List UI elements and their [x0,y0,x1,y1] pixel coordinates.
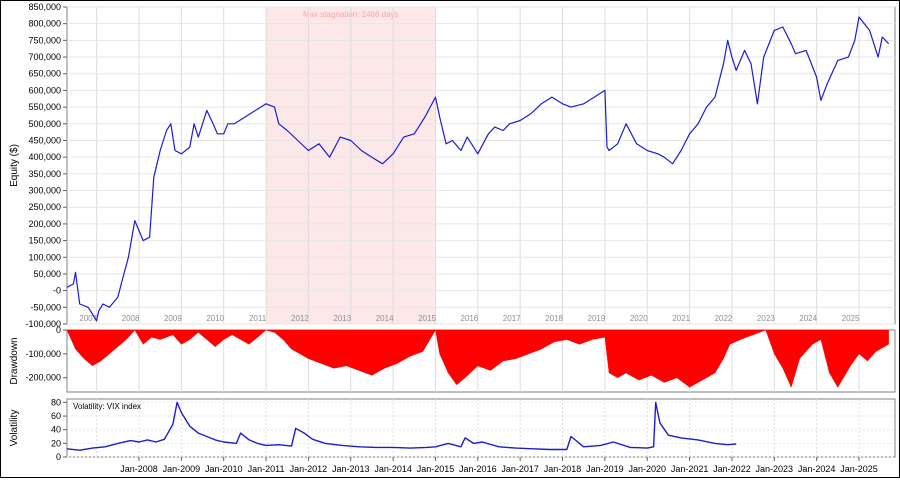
year-label: 2013 [333,314,351,323]
volatility-panel: 0 20 40 60 80 Volatility Volatility: VIX index… [9,397,896,474]
ytick-label: 80 [51,397,61,407]
ytick-label: 750,000 [28,35,61,45]
equity-line [66,16,890,322]
xtick-label: Jan-2023 [756,464,794,474]
year-label: 2015 [418,314,436,323]
ytick-label: 40 [51,425,61,435]
xtick-label: Jan-2017 [501,464,539,474]
ytick-label: 150,000 [28,236,61,246]
xtick-label: Jan-2012 [290,464,328,474]
year-label: 2012 [291,314,309,323]
year-label: 2025 [842,314,860,323]
ytick-label: 400,000 [28,152,61,162]
year-label: 2022 [715,314,733,323]
year-label: 2011 [249,314,267,323]
xtick-label: Jan-2013 [332,464,370,474]
xtick-label: Jan-2018 [544,464,582,474]
ytick-label: -50,000 [30,302,61,312]
volatility-legend: Volatility: VIX index [73,402,141,411]
plot-area [66,398,896,458]
year-label: 2019 [588,314,606,323]
xtick-label: Jan-2009 [163,464,201,474]
ytick-label: 700,000 [28,52,61,62]
ytick-label: 350,000 [28,169,61,179]
ytick-label: 650,000 [28,69,61,79]
ytick-label: -100,000 [25,319,61,329]
ytick-label: 100,000 [28,252,61,262]
ytick-label: 450,000 [28,135,61,145]
xtick-label: Jan-2025 [840,464,878,474]
year-label: 2021 [672,314,690,323]
xtick-label: Jan-2015 [417,464,455,474]
year-label: 2007 [79,314,97,323]
ytick-label: 800,000 [28,19,61,29]
drawdown-area [66,329,889,388]
year-label: 2018 [545,314,563,323]
ytick-label: -0 [53,286,61,296]
y-axis-label: Equity ($) [9,144,20,187]
year-label: 2008 [122,314,140,323]
xtick-label: Jan-2021 [671,464,709,474]
ytick-label: 300,000 [28,186,61,196]
drawdown-panel: 0 -100,000 -200,000 Drawdown [9,325,896,393]
ytick-label: -200,000 [25,373,61,383]
xtick-label: Jan-2014 [374,464,412,474]
ytick-label: 20 [51,438,61,448]
ytick-label: 550,000 [28,102,61,112]
plot-area [66,6,896,325]
year-label: 2023 [757,314,775,323]
ytick-label: 0 [56,325,61,335]
xtick-label: Jan-2022 [713,464,751,474]
year-label: 2009 [164,314,182,323]
y-axis-label: Volatility [9,410,20,447]
ytick-label: 0 [56,452,61,462]
ytick-label: 500,000 [28,119,61,129]
year-label: 2016 [460,314,478,323]
equity-panel: Max stagnation: 1466 days-100,000-50,000… [9,2,896,329]
ytick-label: 850,000 [28,2,61,12]
ytick-label: 200,000 [28,219,61,229]
year-label: 2017 [503,314,521,323]
xtick-label: Jan-2024 [798,464,836,474]
xtick-label: Jan-2010 [205,464,243,474]
ytick-label: 250,000 [28,202,61,212]
ytick-label: 60 [51,411,61,421]
year-label: 2014 [376,314,394,323]
xtick-label: Jan-2008 [120,464,158,474]
xtick-label: Jan-2011 [248,464,285,474]
year-label: 2010 [206,314,224,323]
xtick-label: Jan-2016 [459,464,497,474]
year-label: 2024 [799,314,817,323]
ytick-label: -100,000 [25,349,61,359]
ytick-label: 600,000 [28,85,61,95]
year-label: 2020 [630,314,648,323]
y-axis-label: Drawdown [9,337,20,384]
xtick-label: Jan-2020 [628,464,666,474]
ytick-label: 50,000 [33,269,61,279]
xtick-label: Jan-2019 [586,464,624,474]
volatility-line [66,401,737,451]
